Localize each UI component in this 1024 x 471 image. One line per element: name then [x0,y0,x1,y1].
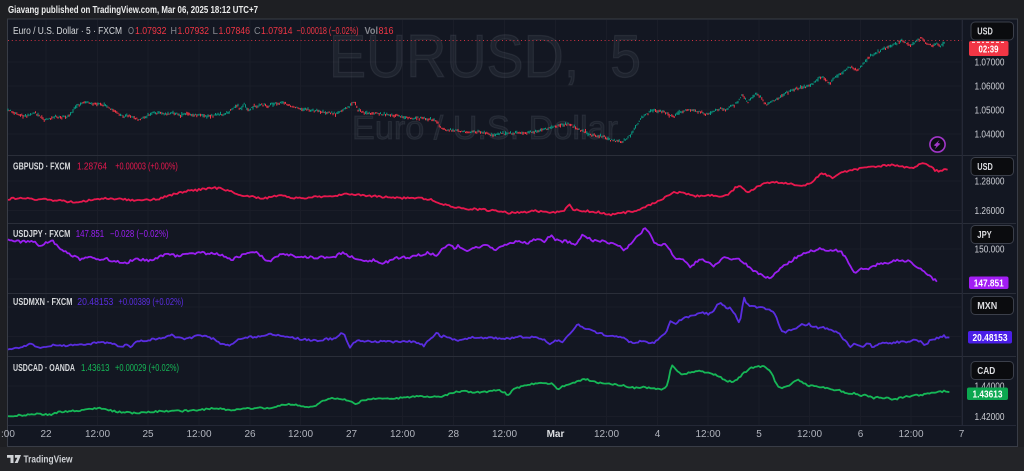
svg-text:6: 6 [858,429,864,440]
svg-text:1.07846: 1.07846 [219,26,251,37]
svg-text:H: H [171,26,178,37]
svg-text:−0.00018 (−0.02%): −0.00018 (−0.02%) [297,26,359,37]
svg-text:1.26000: 1.26000 [975,206,1005,217]
svg-text:1.28764: 1.28764 [77,161,107,172]
svg-text:USDJPY · FXCM: USDJPY · FXCM [13,229,70,240]
svg-text:02:39: 02:39 [979,45,999,56]
svg-text:7: 7 [959,429,965,440]
svg-text:12:00: 12:00 [797,429,822,440]
svg-text:147.851: 147.851 [76,229,105,240]
svg-text:+0.00389 (+0.02%): +0.00389 (+0.02%) [118,297,183,308]
svg-text:−0.028 (−0.02%): −0.028 (−0.02%) [110,229,169,240]
svg-text:1.43613: 1.43613 [973,389,1003,400]
svg-text:GBPUSD · FXCM: GBPUSD · FXCM [13,161,71,172]
svg-text:1.44000: 1.44000 [975,382,1005,393]
svg-text:12:00: 12:00 [186,429,211,440]
svg-text:22: 22 [40,429,52,440]
svg-text::00: :00 [1,429,15,440]
svg-text:CAD: CAD [977,366,995,377]
svg-text:1.06000: 1.06000 [975,82,1005,93]
svg-text:+0.00029 (+0.02%): +0.00029 (+0.02%) [115,363,179,374]
svg-text:12:00: 12:00 [288,429,313,440]
svg-text:12:00: 12:00 [492,429,517,440]
svg-text:1.07914: 1.07914 [261,26,293,37]
svg-text:Vol: Vol [365,26,379,37]
svg-text:Euro / U.S. Dollar · 5 · FXCM: Euro / U.S. Dollar · 5 · FXCM [13,26,122,37]
svg-text:USDMXN · FXCM: USDMXN · FXCM [13,297,72,308]
svg-text:20.48153: 20.48153 [77,297,113,308]
svg-text:USD: USD [977,27,993,38]
svg-text:12:00: 12:00 [695,429,720,440]
svg-text:25: 25 [142,429,154,440]
svg-text:1.07932: 1.07932 [178,26,210,37]
svg-text:147.851: 147.851 [974,278,1004,289]
svg-text:1.07932: 1.07932 [135,26,167,37]
svg-text:12:00: 12:00 [594,429,619,440]
svg-text:4: 4 [655,429,661,440]
svg-text:28: 28 [448,429,460,440]
svg-text:1.28000: 1.28000 [975,177,1005,188]
svg-text:JPY: JPY [977,230,992,241]
svg-text:O: O [128,26,134,37]
svg-text:12:00: 12:00 [85,429,110,440]
svg-text:1.05000: 1.05000 [975,106,1005,117]
svg-text:USD: USD [977,162,993,173]
svg-text:1.04000: 1.04000 [975,130,1005,141]
svg-text:1.07000: 1.07000 [975,58,1005,69]
svg-text:TradingView: TradingView [24,453,74,465]
svg-text:Mar: Mar [547,429,565,440]
svg-text:20.48153: 20.48153 [973,333,1008,344]
svg-text:+0.00003 (+0.00%): +0.00003 (+0.00%) [115,161,178,172]
svg-text:1.42000: 1.42000 [975,412,1005,423]
svg-text:12:00: 12:00 [898,429,923,440]
svg-text:MXN: MXN [977,301,997,312]
svg-text:EURUSD, 5: EURUSD, 5 [329,23,641,90]
svg-text:150.000: 150.000 [975,245,1005,256]
svg-text:816: 816 [379,26,394,37]
svg-text:Euro / U.S. Dollar: Euro / U.S. Dollar [352,109,618,146]
svg-text:C: C [254,26,261,37]
svg-text:27: 27 [346,429,358,440]
svg-text:Giavang published on TradingVi: Giavang published on TradingView.com, Ma… [8,5,258,16]
svg-text:5: 5 [756,429,762,440]
svg-text:L: L [213,26,219,37]
svg-text:USDCAD · OANDA: USDCAD · OANDA [13,363,75,374]
svg-text:1.43613: 1.43613 [81,363,110,374]
svg-text:26: 26 [244,429,256,440]
svg-text:12:00: 12:00 [390,429,415,440]
